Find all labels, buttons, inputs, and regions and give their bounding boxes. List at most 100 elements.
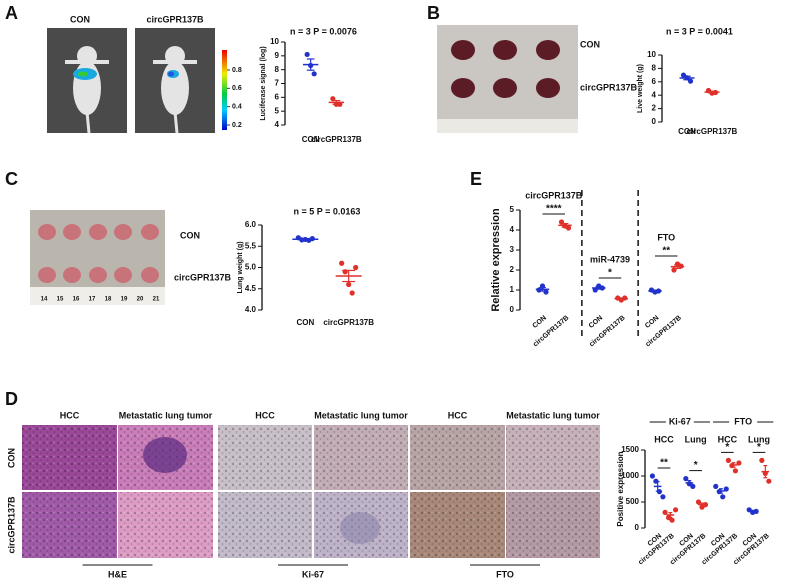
y-tick-label: 500 bbox=[626, 497, 640, 506]
ruler bbox=[437, 119, 578, 133]
x-tick-label: circGPR137B bbox=[311, 135, 362, 144]
label: FTO bbox=[496, 569, 514, 579]
y-tick-label: 5.0 bbox=[245, 263, 257, 272]
y-tick-label: 4.5 bbox=[245, 284, 257, 293]
chart-title: n = 5 P = 0.0163 bbox=[294, 206, 361, 216]
y-tick-label: 6.0 bbox=[245, 220, 257, 229]
panel-letter: A bbox=[5, 3, 18, 23]
y-tick-label: 6 bbox=[652, 77, 657, 86]
organ bbox=[89, 224, 107, 240]
supergroup-name: FTO bbox=[734, 416, 752, 426]
y-axis-label: Luciferase signal (log) bbox=[260, 46, 267, 120]
y-tick-label: 6 bbox=[275, 92, 280, 101]
y-tick-label: 5.5 bbox=[245, 241, 257, 250]
label: Metastatic lung tumor bbox=[506, 410, 600, 420]
tissue-texture bbox=[118, 492, 213, 558]
data-point bbox=[723, 486, 729, 492]
label: HCC bbox=[448, 410, 468, 420]
colorbar-label: 0.8 bbox=[232, 67, 242, 74]
supergroup-name: Ki-67 bbox=[669, 416, 691, 426]
data-point bbox=[672, 507, 679, 513]
colorbar bbox=[222, 50, 227, 130]
tissue-texture bbox=[506, 492, 600, 558]
colorbar-label: 0.4 bbox=[232, 104, 242, 111]
group-name: HCC bbox=[654, 434, 674, 444]
label: CON bbox=[70, 14, 90, 24]
group-name: HCC bbox=[718, 434, 738, 444]
label: HCC bbox=[255, 410, 275, 420]
significance: * bbox=[725, 442, 729, 453]
x-tick-label: CON bbox=[678, 127, 696, 136]
data-point bbox=[649, 473, 656, 479]
label: circGPR137B bbox=[174, 272, 232, 282]
tissue-texture bbox=[314, 425, 408, 490]
y-tick-label: 8 bbox=[275, 65, 280, 74]
y-tick-label: 4 bbox=[275, 120, 280, 129]
label: 20 bbox=[137, 297, 144, 303]
label: Ki-67 bbox=[302, 569, 324, 579]
y-tick-label: 1500 bbox=[621, 445, 639, 454]
row-label: CON bbox=[6, 448, 16, 468]
group-name: Lung bbox=[748, 434, 770, 444]
data-point bbox=[304, 51, 310, 58]
label: CON bbox=[180, 230, 200, 240]
chart-title: n = 3 P = 0.0041 bbox=[666, 26, 733, 36]
organ bbox=[114, 224, 132, 240]
panel-letter: B bbox=[427, 3, 440, 23]
label: Metastatic lung tumor bbox=[314, 410, 408, 420]
y-axis-label: Positive expression bbox=[616, 451, 625, 526]
organ bbox=[493, 40, 517, 60]
y-tick-label: 3 bbox=[510, 245, 515, 254]
data-point bbox=[690, 483, 696, 489]
label: CON bbox=[580, 39, 600, 49]
label: 21 bbox=[153, 297, 160, 303]
label: 14 bbox=[41, 297, 48, 303]
organ bbox=[38, 267, 56, 283]
mouse-body bbox=[161, 61, 189, 115]
data-point bbox=[339, 260, 345, 266]
y-tick-label: 2 bbox=[510, 265, 515, 274]
label: 15 bbox=[57, 297, 64, 303]
label: circGPR137B bbox=[580, 82, 638, 92]
panel-letter: C bbox=[5, 169, 18, 189]
row-label: circGPR137B bbox=[6, 496, 16, 554]
data-point bbox=[565, 225, 572, 231]
data-point bbox=[725, 457, 732, 463]
y-tick-label: 0 bbox=[635, 523, 640, 532]
significance: ** bbox=[662, 246, 670, 257]
x-tick-label: CON bbox=[644, 315, 660, 330]
data-point bbox=[662, 509, 668, 515]
chart-title: n = 3 P = 0.0076 bbox=[290, 26, 357, 36]
y-tick-label: 2 bbox=[652, 104, 657, 113]
data-point bbox=[713, 483, 719, 489]
y-tick-label: 7 bbox=[275, 79, 280, 88]
mouse-tail bbox=[173, 111, 179, 134]
y-tick-label: 0 bbox=[510, 305, 515, 314]
y-axis-label: Lung weight (g) bbox=[237, 241, 244, 293]
label: 17 bbox=[89, 297, 96, 303]
significance: * bbox=[757, 442, 761, 453]
organ bbox=[536, 40, 560, 60]
y-tick-label: 10 bbox=[647, 50, 656, 59]
tissue-texture bbox=[506, 425, 600, 490]
data-point bbox=[732, 468, 739, 474]
label: 19 bbox=[121, 297, 128, 303]
organ bbox=[451, 78, 475, 98]
significance: ** bbox=[660, 458, 668, 469]
tissue-texture bbox=[218, 425, 312, 490]
organ bbox=[114, 267, 132, 283]
y-tick-label: 5 bbox=[275, 106, 280, 115]
group-name: circGPR137B bbox=[525, 190, 583, 200]
group-name: miR-4739 bbox=[590, 254, 630, 264]
organ bbox=[536, 78, 560, 98]
data-point bbox=[353, 264, 359, 271]
organ bbox=[63, 224, 81, 240]
y-tick-label: 4 bbox=[510, 225, 515, 234]
tissue-texture bbox=[22, 492, 117, 558]
data-point bbox=[766, 478, 772, 484]
significance: * bbox=[608, 268, 612, 279]
organ bbox=[89, 267, 107, 283]
y-tick-label: 4 bbox=[652, 90, 657, 99]
y-tick-label: 4.0 bbox=[245, 305, 257, 314]
y-tick-label: 9 bbox=[275, 51, 280, 60]
